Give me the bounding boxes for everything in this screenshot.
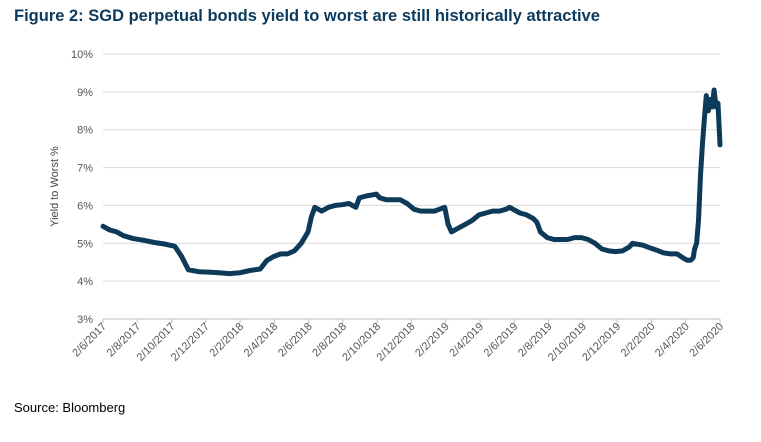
y-tick-label: 3%	[77, 314, 93, 326]
x-tick-label: 2/6/2017	[70, 321, 109, 360]
y-axis-ticks: 3% 4% 5% 6% 7% 8% 9% 10%	[71, 49, 93, 326]
y-tick-label: 8%	[77, 125, 93, 137]
x-tick-label: 2/4/2020	[653, 321, 692, 360]
x-tick-label: 2/6/2019	[482, 321, 521, 360]
x-tick-label: 2/2/2020	[619, 321, 658, 360]
y-tick-label: 10%	[71, 49, 93, 61]
x-tick-label: 2/6/2018	[276, 321, 315, 360]
series-line	[100, 87, 723, 277]
y-tick-label: 7%	[77, 163, 93, 175]
chart-title: Figure 2: SGD perpetual bonds yield to w…	[14, 7, 600, 25]
x-tick-label: 2/4/2018	[242, 321, 281, 360]
x-tick-label: 2/4/2019	[447, 321, 486, 360]
y-axis-label: Yield to Worst %	[49, 146, 61, 227]
gridlines	[103, 53, 720, 320]
x-tick-label: 2/2/2019	[413, 321, 452, 360]
y-tick-label: 9%	[77, 87, 93, 99]
x-tick-label: 2/2/2018	[207, 321, 246, 360]
source-note: Source: Bloomberg	[14, 400, 126, 415]
y-tick-label: 6%	[77, 200, 93, 212]
x-tick-label: 2/6/2020	[687, 321, 726, 360]
x-axis-ticks: 2/6/20172/8/20172/10/20172/12/20172/2/20…	[70, 319, 726, 364]
y-tick-label: 5%	[77, 238, 93, 250]
y-tick-label: 4%	[77, 276, 93, 288]
